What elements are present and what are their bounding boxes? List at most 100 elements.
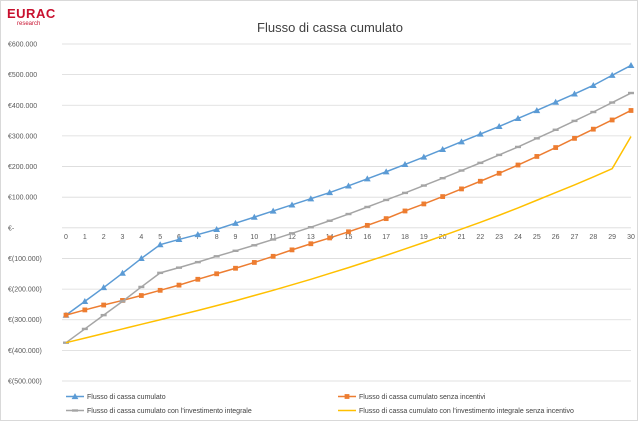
data-point — [628, 91, 634, 95]
legend-item: Flusso di cassa cumulato senza incentivi — [338, 394, 486, 401]
data-point — [496, 170, 502, 176]
data-point — [232, 219, 239, 226]
x-tick-label: 22 — [476, 234, 484, 241]
data-point — [590, 110, 597, 114]
data-point — [477, 161, 484, 165]
data-point — [194, 231, 202, 238]
x-tick-label: 1 — [83, 234, 87, 241]
data-point — [346, 229, 351, 235]
series-line — [65, 64, 632, 316]
data-point — [383, 216, 389, 222]
data-point — [363, 175, 371, 182]
x-tick-label: 18 — [401, 234, 409, 241]
x-tick-label: 23 — [495, 234, 503, 241]
data-point — [138, 285, 145, 289]
data-point — [571, 119, 578, 123]
data-point — [71, 393, 79, 400]
x-tick-label: 15 — [345, 234, 353, 241]
data-point — [571, 90, 578, 97]
gridlines — [62, 43, 631, 382]
x-tick-label: 8 — [215, 234, 219, 241]
data-point — [420, 153, 428, 160]
x-tick-label: 2 — [102, 234, 106, 241]
logo-main-text: EURAC — [7, 6, 56, 21]
series-4 — [65, 136, 632, 344]
data-point — [82, 307, 88, 313]
data-point — [81, 297, 89, 304]
series-line — [65, 109, 632, 316]
data-point — [345, 182, 352, 189]
data-point — [232, 249, 239, 252]
data-point — [382, 168, 390, 175]
data-point — [421, 201, 427, 207]
data-point — [402, 208, 408, 214]
x-tick-label: 17 — [382, 234, 390, 241]
x-tick-label: 3 — [121, 234, 125, 241]
data-point — [459, 186, 464, 192]
legend: Flusso di cassa cumulato Flusso di cassa … — [66, 393, 574, 415]
x-tick-label: 29 — [608, 234, 616, 241]
data-point — [194, 260, 201, 264]
data-point — [439, 145, 447, 152]
y-tick-label: €(100.000) — [8, 256, 42, 263]
data-point — [250, 213, 258, 220]
data-point — [572, 135, 577, 141]
x-tick-label: 4 — [139, 234, 143, 241]
x-tick-label: 9 — [234, 234, 238, 241]
data-point — [270, 238, 277, 241]
data-point — [288, 201, 296, 208]
x-tick-label: 10 — [250, 234, 258, 241]
x-tick-label: 11 — [270, 234, 277, 241]
data-point — [213, 225, 221, 232]
x-tick-label: 21 — [458, 234, 466, 241]
data-point — [401, 161, 409, 168]
data-point — [458, 169, 465, 172]
data-point — [63, 341, 69, 344]
series-line — [65, 136, 632, 344]
y-tick-label: €400.000 — [8, 103, 37, 110]
data-point — [533, 107, 541, 114]
legend-item: Flusso di cassa cumulato con l'investime… — [66, 408, 252, 415]
data-point — [270, 253, 276, 259]
chart-title: Flusso di cassa cumulato — [257, 20, 403, 35]
data-point — [100, 284, 108, 291]
eurac-logo: EURAC research — [7, 7, 56, 27]
data-point — [251, 244, 258, 247]
data-point — [590, 126, 596, 132]
data-point — [609, 117, 615, 123]
data-point — [402, 191, 408, 195]
data-point — [440, 194, 446, 199]
x-tick-label: 16 — [363, 234, 371, 241]
data-point — [364, 205, 371, 209]
data-point — [307, 226, 314, 229]
data-point — [213, 255, 220, 258]
series-3 — [63, 91, 634, 344]
data-point — [101, 302, 107, 308]
y-axis-tick-labels: €600.000 €500.000 €400.000 €300.000 €200.000… — [8, 42, 42, 386]
data-point — [514, 115, 522, 122]
series-line — [65, 92, 632, 344]
legend-label: Flusso di cassa cumulato con l'investime… — [87, 408, 252, 415]
data-point — [156, 241, 164, 248]
x-tick-label: 13 — [307, 234, 315, 241]
x-tick-label: 0 — [64, 234, 68, 241]
data-point — [609, 101, 616, 104]
data-point — [214, 271, 220, 277]
y-tick-label: €- — [8, 225, 15, 232]
data-point — [628, 108, 634, 113]
data-point — [307, 195, 315, 202]
data-point — [495, 123, 503, 130]
data-point — [119, 300, 126, 303]
data-point — [439, 176, 446, 180]
data-point — [157, 271, 164, 275]
series-1 — [62, 62, 635, 318]
y-tick-label: €(400.000) — [8, 348, 42, 355]
y-tick-label: €500.000 — [8, 72, 37, 79]
data-point — [100, 313, 107, 317]
y-tick-label: €(500.000) — [8, 379, 42, 386]
data-point — [589, 81, 597, 88]
y-tick-label: €(200.000) — [8, 287, 42, 294]
data-point — [327, 235, 333, 241]
